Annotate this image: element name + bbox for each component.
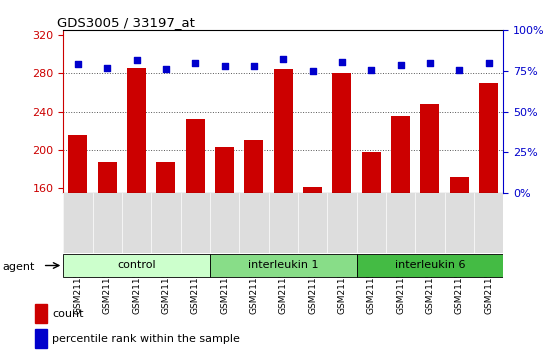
- Bar: [479, 83, 498, 341]
- Text: interleukin 6: interleukin 6: [395, 261, 465, 270]
- Point: [396, 62, 405, 67]
- Bar: [332, 73, 351, 341]
- FancyBboxPatch shape: [63, 254, 210, 277]
- Text: count: count: [52, 309, 84, 319]
- Text: percentile rank within the sample: percentile rank within the sample: [52, 333, 240, 344]
- Point: [103, 65, 112, 71]
- Bar: [186, 119, 205, 341]
- Text: GDS3005 / 33197_at: GDS3005 / 33197_at: [57, 16, 195, 29]
- Bar: [215, 147, 234, 341]
- Text: control: control: [117, 261, 156, 270]
- Bar: [98, 162, 117, 341]
- Text: interleukin 1: interleukin 1: [248, 261, 318, 270]
- Point: [367, 68, 376, 73]
- Bar: [35, 329, 47, 348]
- Bar: [274, 69, 293, 341]
- FancyBboxPatch shape: [356, 254, 503, 277]
- Point: [250, 64, 258, 69]
- Bar: [420, 104, 439, 341]
- Point: [191, 60, 200, 65]
- Point: [308, 68, 317, 74]
- Point: [220, 64, 229, 69]
- Point: [279, 56, 288, 62]
- Point: [338, 59, 346, 64]
- Point: [162, 67, 170, 72]
- Bar: [127, 68, 146, 341]
- Text: agent: agent: [3, 262, 35, 272]
- Bar: [68, 136, 87, 341]
- Bar: [450, 177, 469, 341]
- Point: [455, 68, 464, 73]
- Bar: [156, 162, 175, 341]
- Point: [132, 57, 141, 63]
- FancyBboxPatch shape: [210, 254, 356, 277]
- Point: [484, 60, 493, 65]
- Bar: [303, 187, 322, 341]
- Bar: [391, 116, 410, 341]
- Point: [426, 60, 434, 65]
- Bar: [35, 304, 47, 323]
- Bar: [362, 152, 381, 341]
- Point: [74, 61, 82, 67]
- Bar: [244, 140, 263, 341]
